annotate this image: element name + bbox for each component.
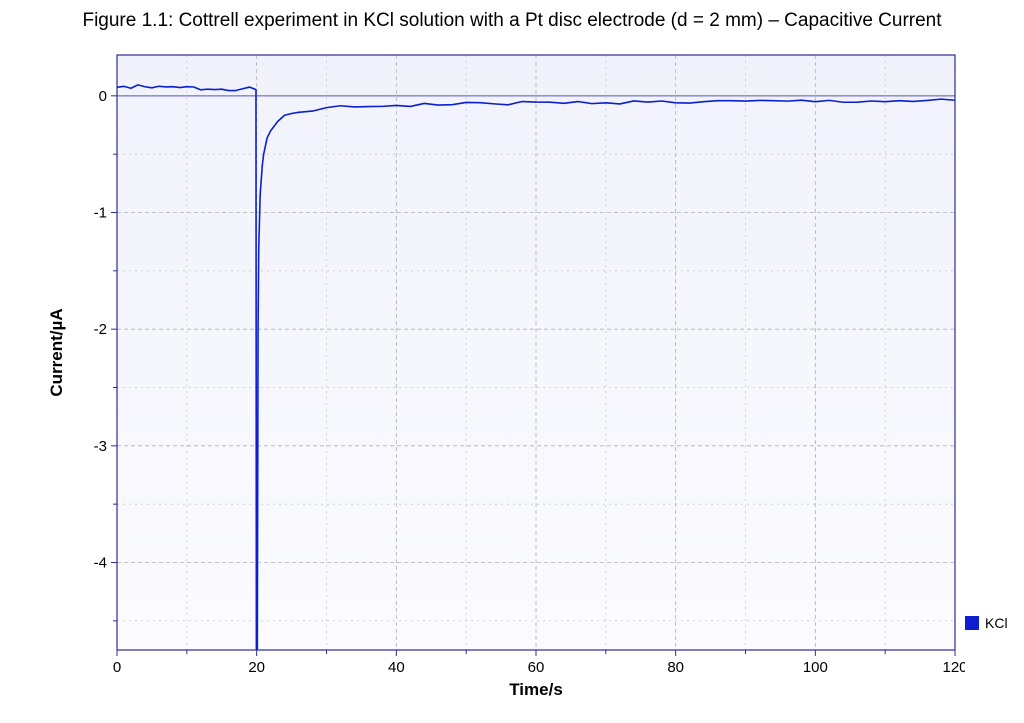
chart-legend: KCl — [965, 615, 1008, 631]
svg-text:20: 20 — [248, 659, 265, 676]
svg-text:0: 0 — [113, 659, 121, 676]
svg-text:Current/µA: Current/µA — [47, 308, 66, 396]
figure-title: Figure 1.1: Cottrell experiment in KCl s… — [0, 10, 1024, 32]
svg-text:60: 60 — [528, 659, 545, 676]
svg-text:-1: -1 — [94, 205, 107, 222]
svg-text:100: 100 — [803, 659, 828, 676]
svg-text:80: 80 — [667, 659, 684, 676]
svg-text:40: 40 — [388, 659, 405, 676]
svg-text:120: 120 — [942, 659, 965, 676]
svg-text:-3: -3 — [94, 438, 107, 455]
svg-text:-4: -4 — [94, 555, 107, 572]
svg-text:-2: -2 — [94, 321, 107, 338]
legend-swatch-kcl — [965, 616, 979, 630]
legend-label-kcl: KCl — [985, 615, 1008, 631]
svg-text:Time/s: Time/s — [509, 680, 563, 699]
cottrell-chart: 0 20 40 60 80 100 120 0 -1 -2 -3 -4 Time/s Current/µA — [35, 45, 965, 705]
svg-text:0: 0 — [99, 88, 107, 105]
